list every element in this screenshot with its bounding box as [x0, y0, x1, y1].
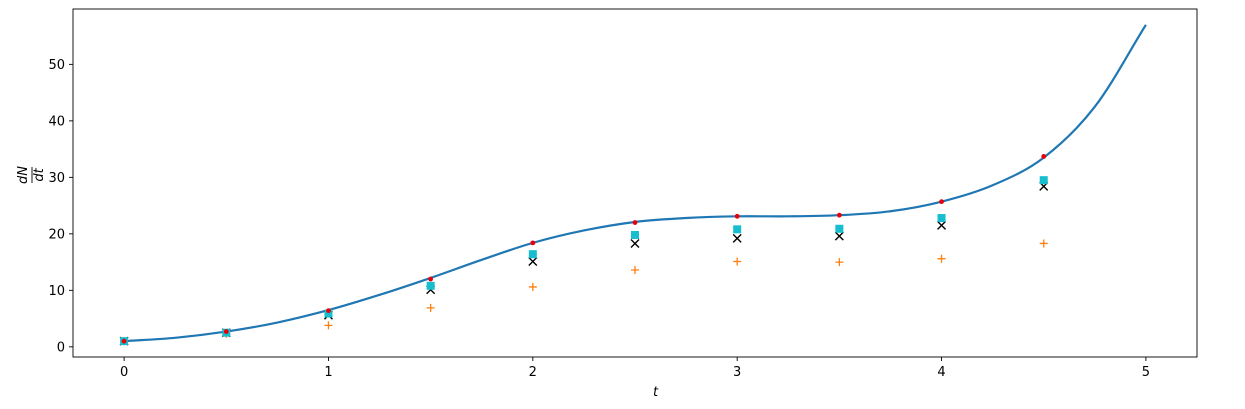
cyan-square-point [1039, 176, 1048, 185]
red-dot-point [428, 276, 434, 282]
y-tick-label: 40 [48, 114, 65, 129]
orange-plus-point [324, 321, 333, 330]
y-tick-label: 30 [48, 171, 65, 186]
red-dot-point [1041, 154, 1047, 159]
red-dot-point [223, 329, 229, 334]
red-dot-point [734, 213, 740, 219]
cyan-square-point [733, 225, 742, 234]
red-dot-point [939, 199, 944, 205]
y-axis-label-numerator: dN [16, 166, 31, 184]
x-tick-label: 1 [324, 365, 332, 380]
plot-frame [72, 8, 1198, 358]
cyan-square-point [937, 214, 946, 223]
plot-marks [119, 24, 1147, 346]
cyan-square-point [426, 281, 435, 290]
x-axis-label-text: t [653, 385, 659, 400]
black-x-point [732, 233, 742, 243]
cyan-square-point [324, 309, 333, 318]
orange-plus-point [937, 254, 946, 263]
red-dot-point [836, 212, 842, 218]
cyan-square-point [631, 230, 639, 239]
y-tick-label: 0 [57, 340, 65, 355]
x-tick-label: 0 [120, 365, 128, 380]
black-x-point [834, 231, 844, 241]
orange-plus-point [1039, 239, 1048, 248]
red-dot-point [326, 308, 331, 314]
x-tick-label: 3 [733, 365, 741, 380]
black-x-point [528, 257, 538, 267]
y-axis-label: dN dt [16, 166, 47, 184]
red-dot-point [530, 240, 536, 246]
y-tick-label: 20 [48, 227, 65, 242]
orange-plus-point [528, 282, 537, 291]
x-tick-label: 2 [529, 365, 537, 380]
x-axis-label: t [653, 385, 659, 400]
x-tick-label: 5 [1142, 365, 1150, 380]
y-tick-label: 50 [48, 58, 65, 73]
orange-plus-point [835, 258, 844, 267]
y-axis-label-denominator: dt [32, 167, 47, 181]
red-dot-point [632, 220, 638, 225]
orange-plus-point [733, 257, 742, 266]
cyan-square-point [528, 250, 537, 259]
orange-plus-point [426, 303, 435, 312]
red-dot-point [121, 338, 127, 344]
x-tick-label: 4 [937, 365, 945, 380]
black-x-point [937, 220, 947, 230]
black-x-point [630, 238, 640, 248]
cyan-square-point [835, 224, 844, 233]
model-curve [124, 24, 1147, 343]
y-tick-label: 10 [48, 284, 65, 299]
orange-plus-point [631, 266, 639, 274]
